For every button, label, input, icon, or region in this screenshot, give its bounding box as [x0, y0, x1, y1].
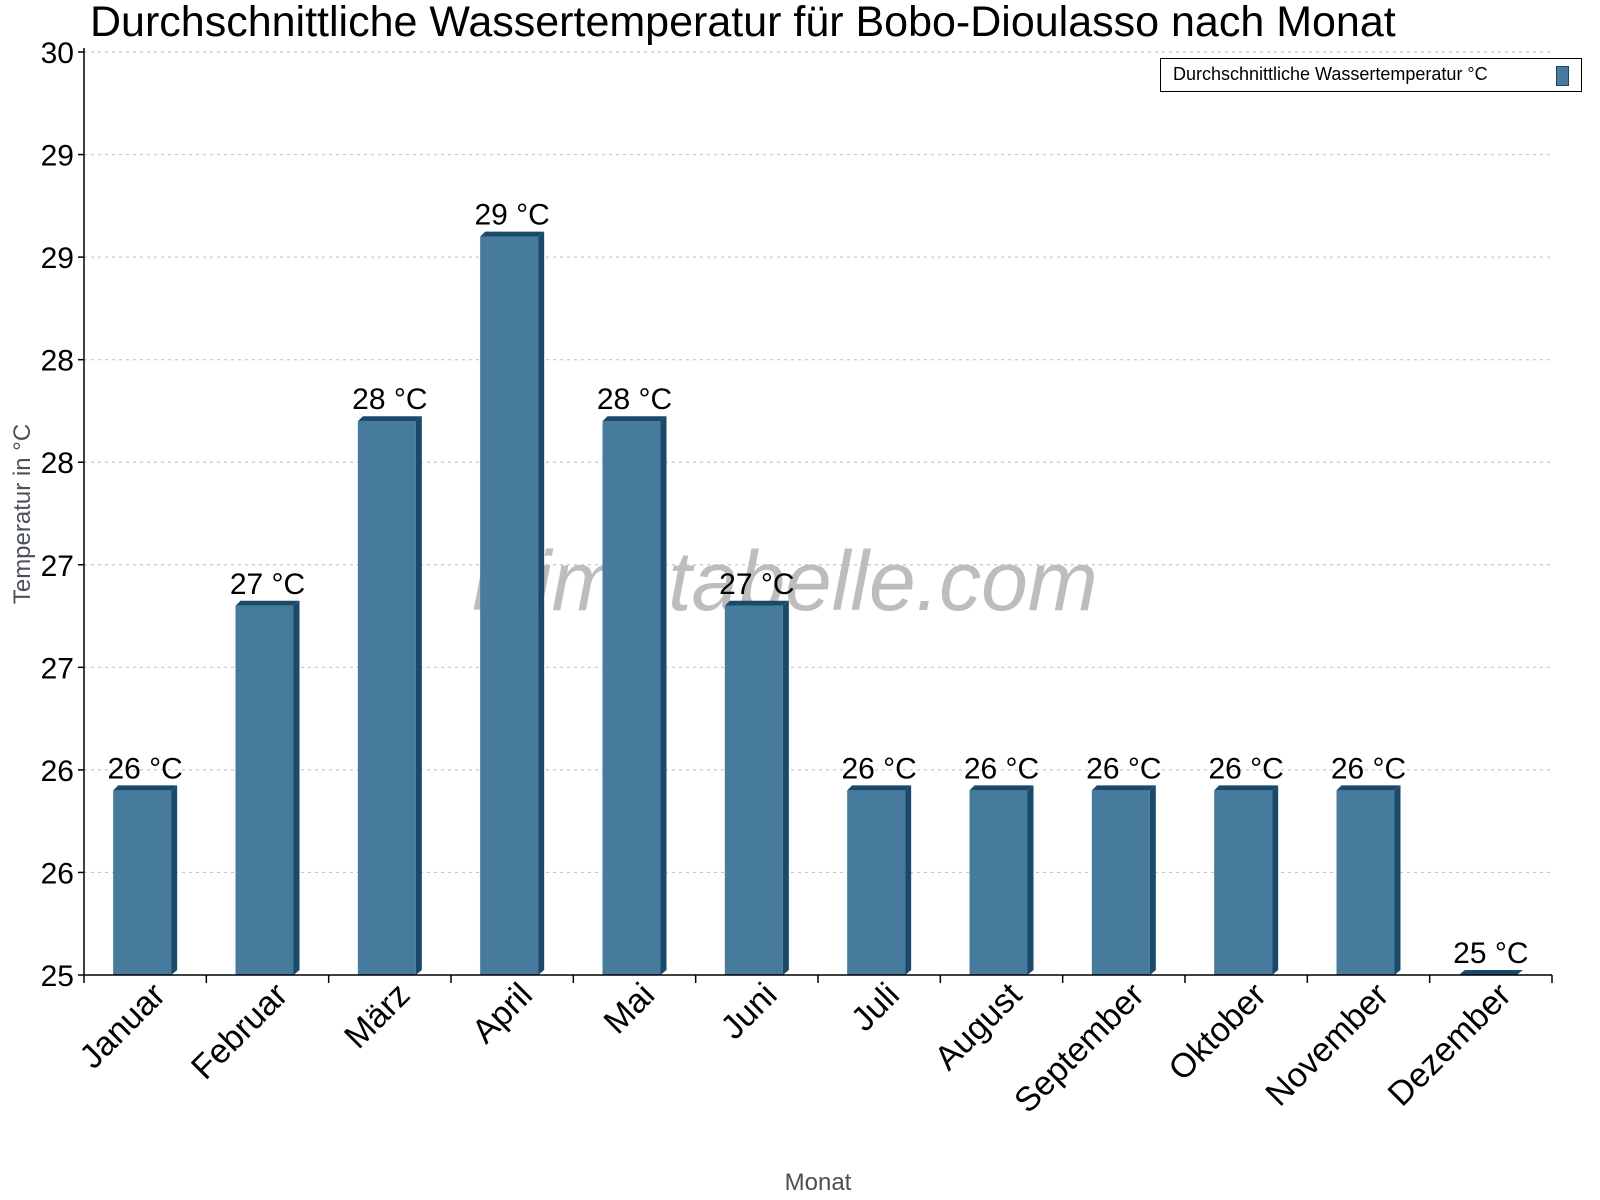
bar-dezember: 25 °C	[1453, 937, 1529, 975]
bar-juni: 27 °C	[719, 568, 795, 975]
bar-juli: 26 °C	[841, 752, 917, 975]
x-tick-label: Juni	[714, 976, 785, 1047]
y-tick-label: 27	[41, 652, 74, 685]
legend-label: Durchschnittliche Wassertemperatur °C	[1173, 64, 1488, 84]
chart-title: Durchschnittliche Wassertemperatur für B…	[90, 0, 1396, 46]
y-axis-title: Temperatur in °C	[9, 424, 36, 604]
y-tick-label: 28	[41, 345, 74, 378]
x-tick-label: November	[1258, 976, 1396, 1114]
bar-februar: 27 °C	[230, 568, 305, 975]
y-tick-label: 29	[41, 242, 74, 275]
y-tick-label: 29	[41, 140, 74, 173]
x-tick-label: Dezember	[1381, 976, 1519, 1114]
x-tick-label: September	[1007, 976, 1151, 1120]
bar-value-label: 26 °C	[1208, 752, 1283, 785]
gridlines	[84, 51, 1552, 874]
bar-value-label: 28 °C	[352, 383, 427, 416]
y-tick-label: 25	[41, 960, 74, 993]
bar-value-label: 25 °C	[1453, 937, 1528, 970]
bar-mai: 28 °C	[597, 383, 672, 975]
y-tick-label: 26	[41, 857, 74, 890]
x-axis-title: Monat	[785, 1169, 852, 1196]
x-tick-label: Februar	[184, 976, 295, 1087]
bar-september: 26 °C	[1086, 752, 1162, 975]
x-tick-label: Juli	[844, 976, 907, 1039]
bar-value-label: 27 °C	[230, 568, 305, 601]
y-tick-label: 30	[41, 37, 74, 70]
bar-value-label: 26 °C	[107, 752, 182, 785]
x-tick-label: August	[927, 975, 1029, 1077]
legend-swatch	[1556, 66, 1569, 86]
x-tick-label: Mai	[597, 976, 663, 1042]
bars: 26 °C 27 °C 28 °C 29 °C 28 °C 27 °C 26 °C 26 °C…	[107, 199, 1529, 976]
x-tick-label: Oktober	[1161, 976, 1273, 1088]
bar-value-label: 26 °C	[1331, 752, 1406, 785]
bar-value-label: 29 °C	[474, 199, 549, 232]
legend: Durchschnittliche Wassertemperatur °C	[1160, 58, 1582, 92]
x-tick-label: April	[465, 976, 540, 1051]
y-tick-label: 28	[41, 447, 74, 480]
x-axis-ticks: Januar Februar März April Mai Juni Juli AugustS…	[72, 975, 1553, 1120]
bar-value-label: 26 °C	[964, 752, 1039, 785]
x-tick-label: Januar	[72, 976, 172, 1076]
y-tick-label: 27	[41, 550, 74, 583]
bar-november: 26 °C	[1331, 752, 1406, 975]
bar-value-label: 26 °C	[841, 752, 916, 785]
bar-märz: 28 °C	[352, 383, 428, 975]
bar-value-label: 28 °C	[597, 383, 672, 416]
bar-april: 29 °C	[474, 199, 550, 976]
bar-januar: 26 °C	[107, 752, 183, 975]
bar-august: 26 °C	[964, 752, 1039, 975]
y-tick-label: 26	[41, 755, 74, 788]
bar-value-label: 27 °C	[719, 568, 794, 601]
x-tick-label: März	[337, 976, 417, 1056]
bar-oktober: 26 °C	[1208, 752, 1284, 975]
y-axis-ticks: 30 29 29 28 28 27 27 26 26 25	[41, 37, 84, 993]
axes	[83, 48, 1552, 976]
bar-value-label: 26 °C	[1086, 752, 1161, 785]
